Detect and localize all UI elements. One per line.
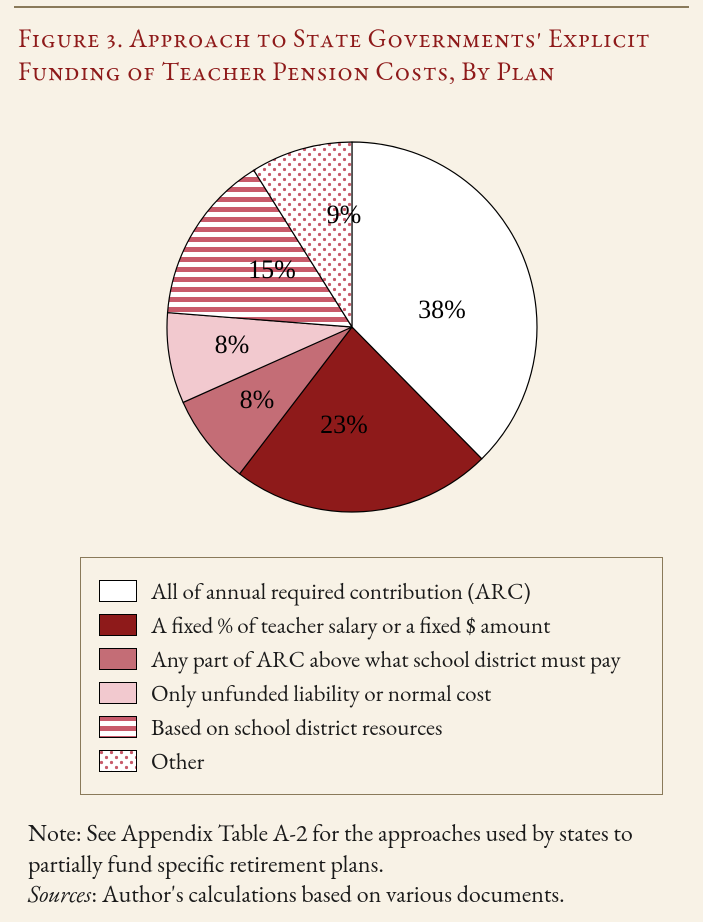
pie-label-arc_all: 38% bbox=[418, 295, 466, 324]
legend-swatch-arc_all bbox=[99, 580, 137, 602]
pie-label-other: 9% bbox=[326, 200, 361, 229]
sources-label: Sources bbox=[28, 879, 91, 910]
legend-label-resources: Based on school district resources bbox=[151, 712, 442, 742]
legend-label-arc_all: All of annual required contribution (ARC… bbox=[151, 576, 531, 606]
note-block: Note: See Appendix Table A-2 for the app… bbox=[0, 795, 703, 921]
legend-swatch-unfunded bbox=[99, 682, 137, 704]
legend-row-fixed_pct: A fixed % of teacher salary or a fixed $… bbox=[99, 610, 644, 640]
legend-row-arc_all: All of annual required contribution (ARC… bbox=[99, 576, 644, 606]
pie-label-any_above: 8% bbox=[239, 385, 274, 414]
legend-swatch-any_above bbox=[99, 648, 137, 670]
legend-box: All of annual required contribution (ARC… bbox=[80, 557, 663, 795]
figure-container: Figure 3. Approach to State Governments'… bbox=[0, 6, 703, 921]
legend-label-unfunded: Only unfunded liability or normal cost bbox=[151, 678, 491, 708]
pie-label-fixed_pct: 23% bbox=[320, 410, 368, 439]
figure-title: Figure 3. Approach to State Governments'… bbox=[0, 8, 703, 97]
legend-swatch-resources bbox=[99, 716, 137, 738]
pie-label-unfunded: 8% bbox=[214, 330, 249, 359]
sources-text: : Author's calculations based on various… bbox=[91, 879, 564, 910]
legend-row-any_above: Any part of ARC above what school distri… bbox=[99, 644, 644, 674]
pie-chart-area: 38% 23% 8% 8% 15% 9% bbox=[0, 97, 703, 557]
pie-chart-svg: 38% 23% 8% 8% 15% 9% bbox=[152, 127, 552, 527]
legend-swatch-other bbox=[99, 750, 137, 772]
legend-row-unfunded: Only unfunded liability or normal cost bbox=[99, 678, 644, 708]
legend-row-resources: Based on school district resources bbox=[99, 712, 644, 742]
pie-label-resources: 15% bbox=[248, 255, 296, 284]
legend-label-fixed_pct: A fixed % of teacher salary or a fixed $… bbox=[151, 610, 550, 640]
legend-row-other: Other bbox=[99, 746, 644, 776]
legend-label-any_above: Any part of ARC above what school distri… bbox=[151, 644, 621, 674]
legend-label-other: Other bbox=[151, 746, 204, 776]
note-text: Note: See Appendix Table A-2 for the app… bbox=[28, 818, 633, 880]
legend-swatch-fixed_pct bbox=[99, 614, 137, 636]
